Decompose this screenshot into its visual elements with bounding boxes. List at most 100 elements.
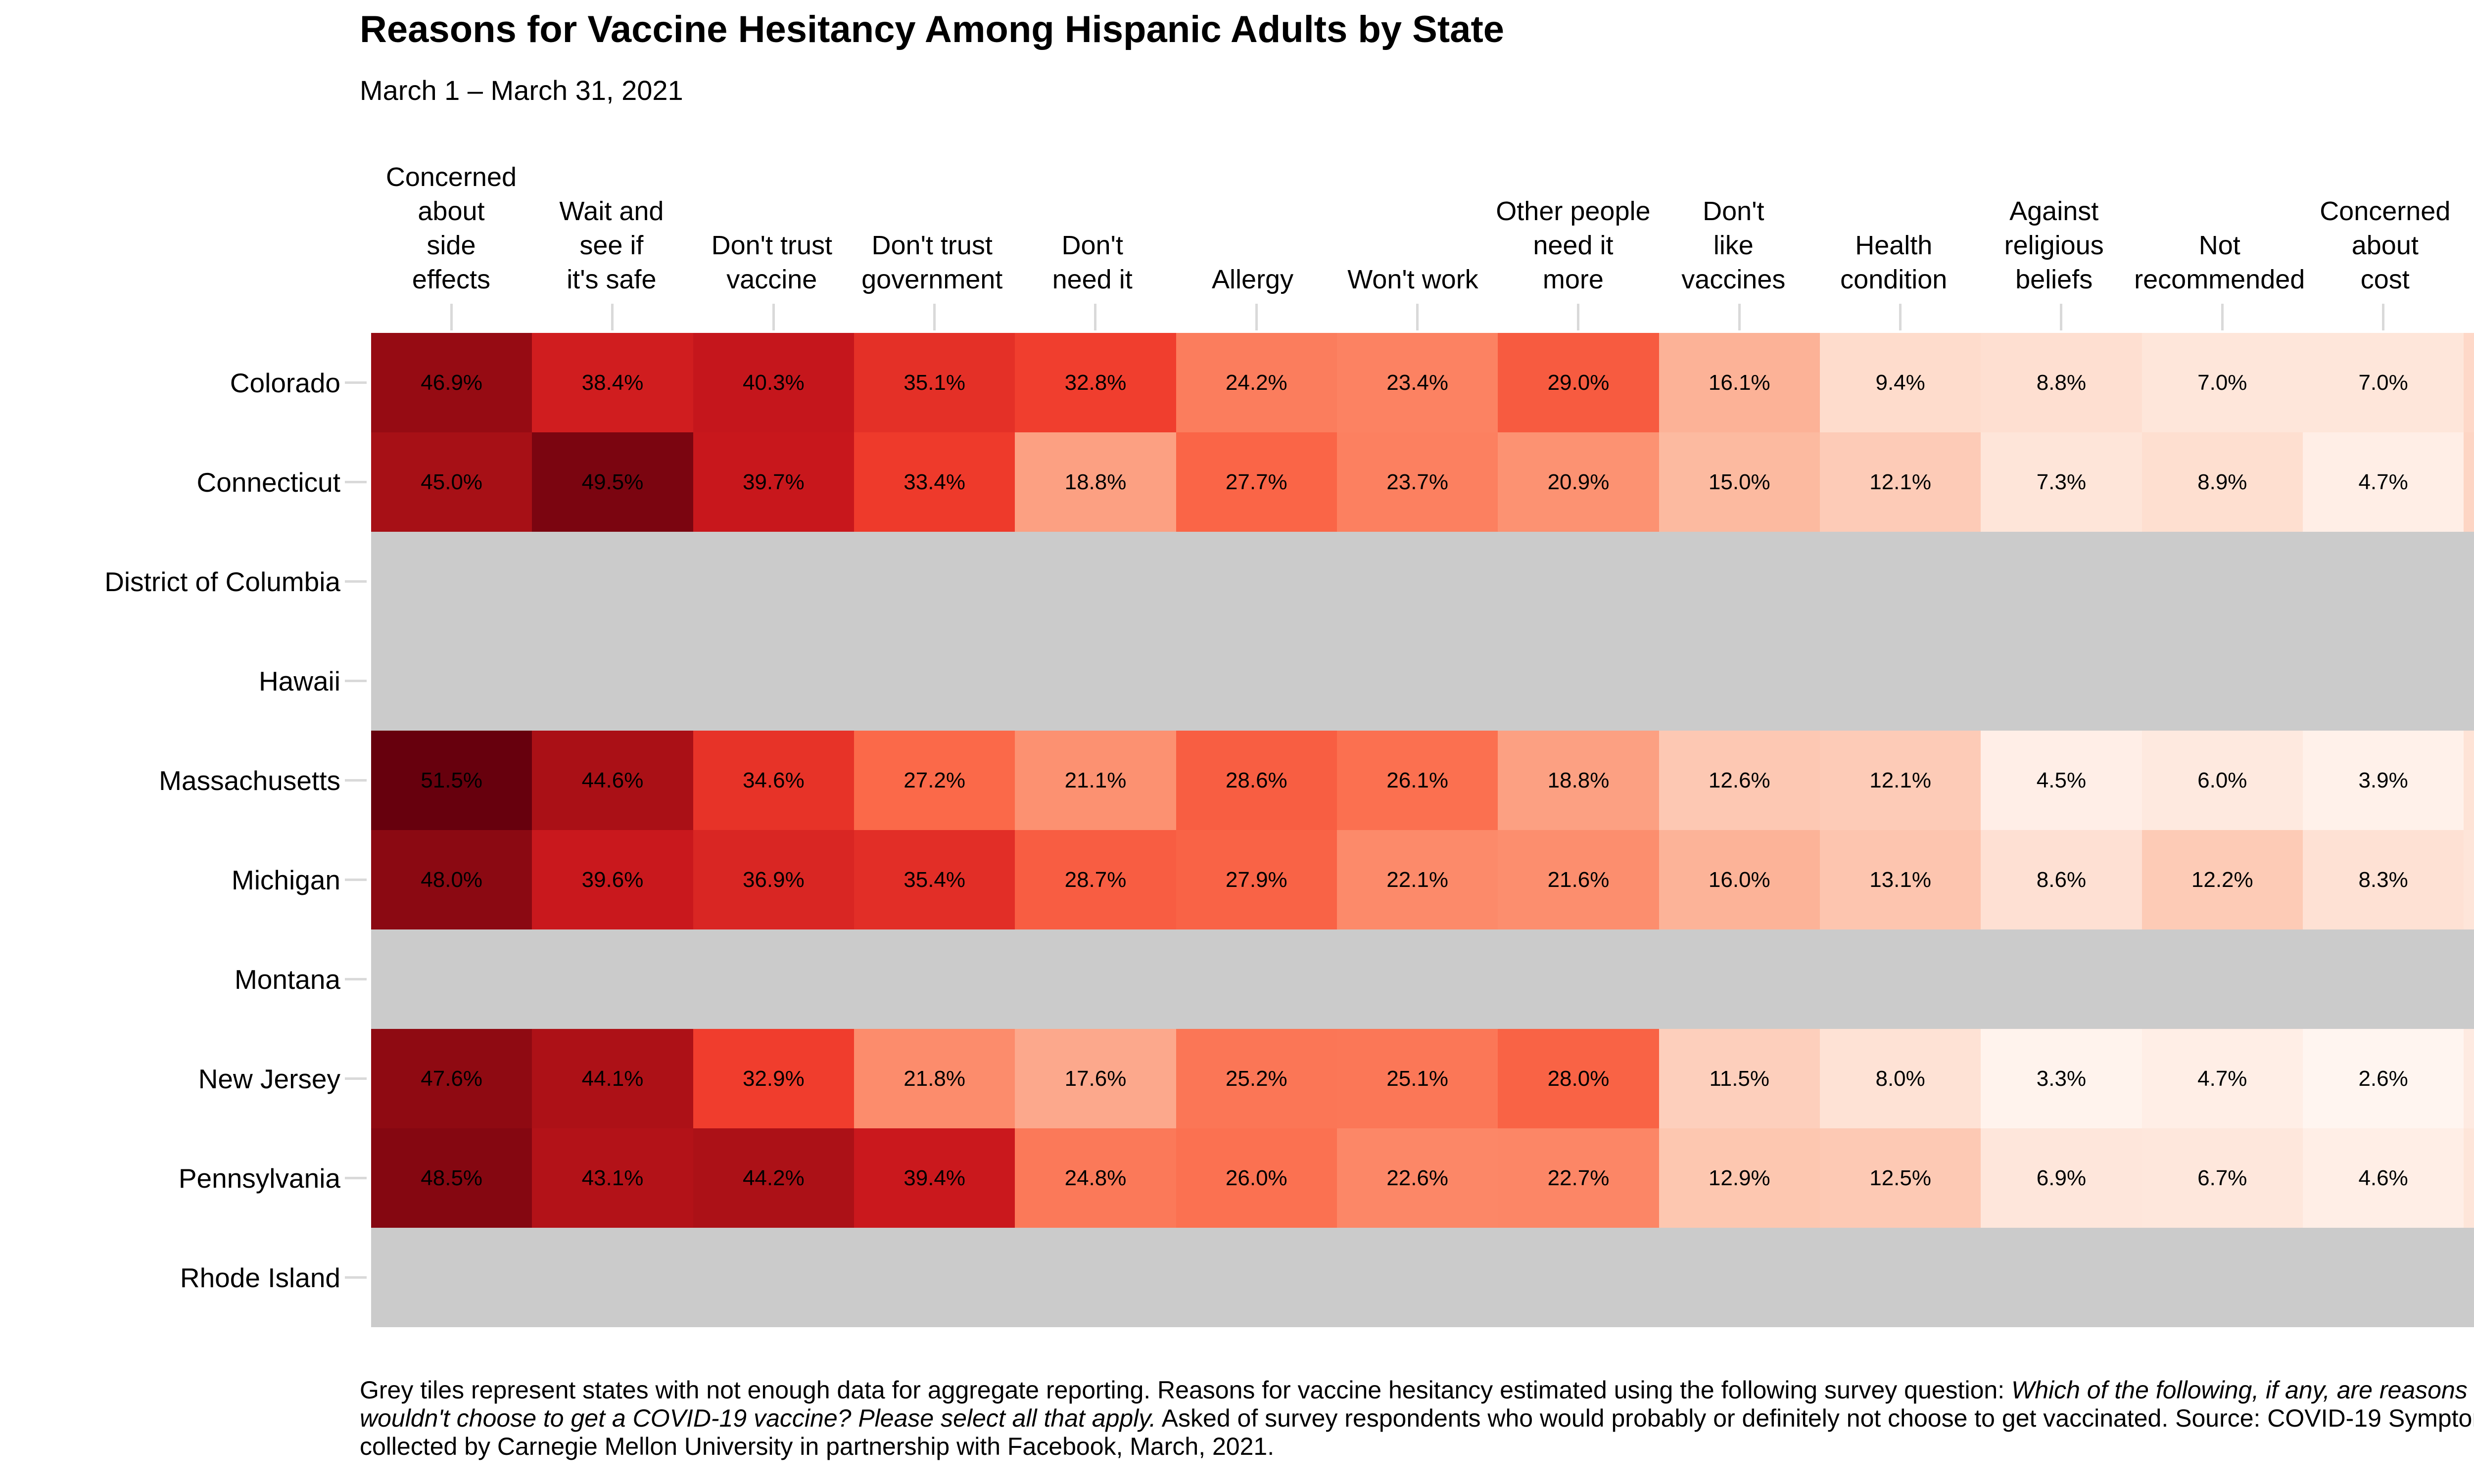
heatmap-cell: 24.2% bbox=[1176, 333, 1337, 432]
heatmap-cell: 22.1% bbox=[1336, 830, 1498, 929]
heatmap-cell: 34.6% bbox=[693, 731, 854, 830]
heatmap-cell: 12.1% bbox=[1819, 432, 1981, 532]
column-header: Concerned about cost bbox=[2320, 196, 2451, 294]
column-header: Allergy bbox=[1212, 265, 1294, 294]
heatmap-cell: 8.0% bbox=[1819, 1029, 1981, 1128]
heatmap-cell: 44.6% bbox=[532, 731, 693, 830]
tick-mark bbox=[345, 978, 367, 980]
row-label: Massachusetts bbox=[159, 765, 340, 796]
missing-data-tile bbox=[371, 631, 2474, 731]
column-tick-marks bbox=[371, 304, 2474, 330]
column-header: Other people need it more bbox=[1496, 196, 1651, 294]
heatmap-cell: 4.7% bbox=[2141, 1029, 2303, 1128]
heatmap-row: New Jersey 47.6% 44.1% 32.9% 21.8% 17.6% 25.2%… bbox=[0, 1029, 2474, 1128]
heatmap-cell: 8.3% bbox=[2302, 830, 2464, 929]
heatmap-cell: 23.7% bbox=[1336, 432, 1498, 532]
heatmap-row: Michigan 48.0% 39.6% 36.9% 35.4% 28.7% 27.9% 22… bbox=[0, 830, 2474, 929]
row-label: New Jersey bbox=[198, 1063, 340, 1094]
heatmap-cell: 22.7% bbox=[1498, 1128, 1659, 1228]
heatmap-cell: 7.0% bbox=[2141, 333, 2303, 432]
footnote: Grey tiles represent states with not eno… bbox=[360, 1376, 2474, 1461]
heatmap-cell: 9.4% bbox=[1819, 333, 1981, 432]
row-cells: 45.0% 49.5% 39.7% 33.4% 18.8% 27.7% 23.7% 20.9%… bbox=[371, 432, 2474, 532]
heatmap-cell: 7.3% bbox=[2464, 1128, 2474, 1228]
heatmap-row: Connecticut 45.0% 49.5% 39.7% 33.4% 18.8% 27.7… bbox=[0, 432, 2474, 532]
tick-mark bbox=[1416, 304, 1419, 330]
heatmap-cell: 40.3% bbox=[693, 333, 854, 432]
heatmap-cell: 10.0% bbox=[2464, 333, 2474, 432]
heatmap-cell: 27.2% bbox=[854, 731, 1015, 830]
heatmap-cell: 28.0% bbox=[1498, 1029, 1659, 1128]
heatmap-cell: 8.9% bbox=[2141, 432, 2303, 532]
row-label: Hawaii bbox=[258, 665, 340, 696]
row-tick-left bbox=[340, 432, 371, 532]
column-header: Against religious beliefs bbox=[2004, 196, 2104, 294]
heatmap-cell: 6.9% bbox=[1981, 1128, 2142, 1228]
column-headers: Concerned about side effects Wait and see… bbox=[371, 148, 2474, 297]
heatmap-cell: 33.4% bbox=[854, 432, 1015, 532]
heatmap-cell: 6.7% bbox=[2141, 1128, 2303, 1228]
row-label: Rhode Island bbox=[180, 1262, 340, 1293]
row-tick-left bbox=[340, 631, 371, 731]
row-tick-left bbox=[340, 333, 371, 432]
heatmap-cell: 28.6% bbox=[1176, 731, 1337, 830]
heatmap-cell: 38.4% bbox=[532, 333, 693, 432]
row-tick-left bbox=[340, 929, 371, 1029]
column-header: Don't trust government bbox=[861, 231, 1003, 294]
row-label: Connecticut bbox=[196, 466, 340, 498]
heatmap-row: Hawaii bbox=[0, 631, 2474, 731]
heatmap-cell: 3.3% bbox=[1981, 1029, 2142, 1128]
row-cells: 48.0% 39.6% 36.9% 35.4% 28.7% 27.9% 22.1% 21.6%… bbox=[371, 830, 2474, 929]
heatmap-cell: 12.1% bbox=[1819, 731, 1981, 830]
heatmap-cell: 13.1% bbox=[1819, 830, 1981, 929]
tick-mark bbox=[345, 580, 367, 583]
tick-mark bbox=[2382, 304, 2385, 330]
heatmap-cell: 26.0% bbox=[1176, 1128, 1337, 1228]
missing-data-tile bbox=[371, 929, 2474, 1029]
column-tick-cell bbox=[1015, 304, 1176, 330]
heatmap-cell: 39.7% bbox=[693, 432, 854, 532]
heatmap-row: Rhode Island bbox=[0, 1228, 2474, 1327]
heatmap-cell: 2.6% bbox=[2302, 1029, 2464, 1128]
column-tick-cell bbox=[2464, 304, 2474, 330]
heatmap-cell: 27.9% bbox=[1176, 830, 1337, 929]
tick-mark bbox=[2060, 304, 2063, 330]
row-label: Colorado bbox=[230, 367, 340, 398]
row-cells: 48.5% 43.1% 44.2% 39.4% 24.8% 26.0% 22.6% 22.7%… bbox=[371, 1128, 2474, 1228]
heatmap-cell: 4.5% bbox=[1981, 731, 2142, 830]
row-cells bbox=[371, 929, 2474, 1029]
tick-mark bbox=[345, 1077, 367, 1080]
row-label: Montana bbox=[234, 964, 340, 995]
column-tick-cell bbox=[1498, 304, 1659, 330]
tick-mark bbox=[345, 779, 367, 782]
heatmap-cell: 11.5% bbox=[1659, 1029, 1820, 1128]
row-tick-left bbox=[340, 532, 371, 631]
tick-mark bbox=[1738, 304, 1741, 330]
row-cells bbox=[371, 532, 2474, 631]
heatmap-cell: 12.9% bbox=[1659, 1128, 1820, 1228]
row-tick-left bbox=[340, 1029, 371, 1128]
heatmap-cell: 10.5% bbox=[2464, 432, 2474, 532]
heatmap-cell: 25.1% bbox=[1336, 1029, 1498, 1128]
row-tick-left bbox=[340, 1228, 371, 1327]
chart-subtitle: March 1 – March 31, 2021 bbox=[360, 75, 683, 106]
column-header: Don't like vaccines bbox=[1681, 196, 1786, 294]
tick-mark bbox=[772, 304, 775, 330]
heatmap-grid: Colorado 46.9% 38.4% 40.3% 35.1% 32.8% 24.2% 23… bbox=[0, 333, 2474, 1327]
heatmap-cell: 23.4% bbox=[1336, 333, 1498, 432]
missing-data-tile bbox=[371, 532, 2474, 631]
row-tick-left bbox=[340, 1128, 371, 1228]
heatmap-row: Pennsylvania 48.5% 43.1% 44.2% 39.4% 24.8% 26.… bbox=[0, 1128, 2474, 1228]
heatmap-cell: 8.8% bbox=[1981, 333, 2142, 432]
heatmap-row: Colorado 46.9% 38.4% 40.3% 35.1% 32.8% 24.2% 23… bbox=[0, 333, 2474, 432]
heatmap-cell: 28.7% bbox=[1015, 830, 1176, 929]
column-tick-cell bbox=[2303, 304, 2464, 330]
heatmap-cell: 46.9% bbox=[371, 333, 532, 432]
heatmap-cell: 21.6% bbox=[1498, 830, 1659, 929]
row-tick-left bbox=[340, 830, 371, 929]
tick-mark bbox=[345, 680, 367, 682]
tick-mark bbox=[2221, 304, 2224, 330]
footnote-text-end: Asked of survey respondents who would pr… bbox=[360, 1404, 2474, 1460]
heatmap-cell: 35.1% bbox=[854, 333, 1015, 432]
tick-mark bbox=[345, 1177, 367, 1179]
